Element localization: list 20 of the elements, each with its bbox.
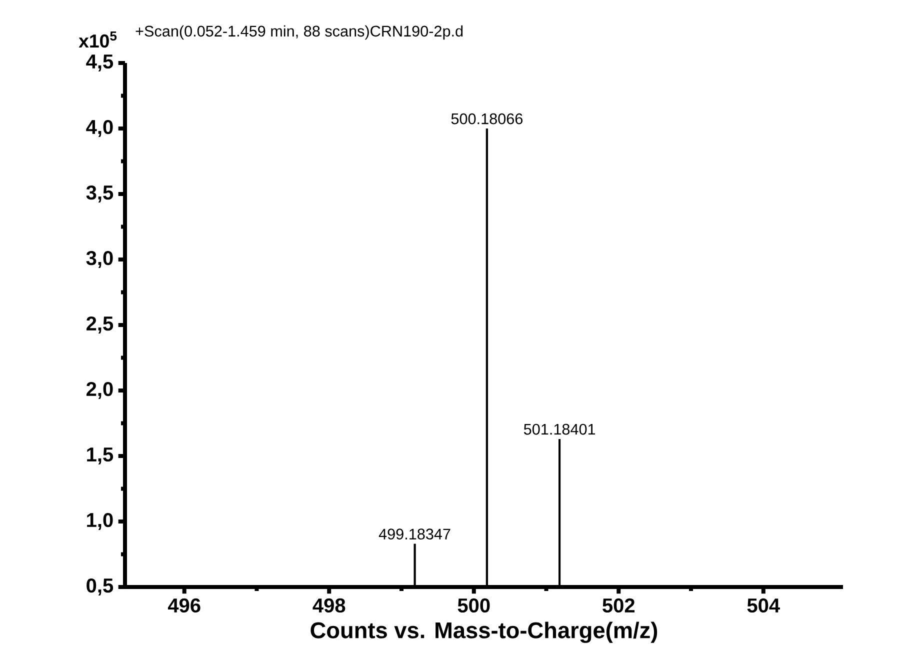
x-tick-label: 496	[168, 598, 200, 613]
y-tick-label: 0,5	[86, 578, 114, 596]
y-tick-label: 3,0	[86, 250, 113, 268]
annotation: 501.18401	[524, 424, 596, 435]
y-axis-title: x10$^{5}$	[78, 31, 117, 48]
y-tick-label: 1,5	[87, 448, 114, 464]
y-tick-label: 2,5	[86, 316, 114, 334]
chart-title: +Scan(0.052-1.459 min, 88 scans)CRN190-2p.d	[136, 25, 463, 40]
y-tick-label: 2,0	[86, 382, 113, 400]
y-tick-label: 4,0	[86, 120, 113, 138]
y-tick-label: 1,0	[87, 512, 113, 530]
annotation: 499.18347	[378, 528, 450, 540]
annotation: 500.18066	[451, 113, 522, 124]
y-tick-label: 4,5	[86, 54, 114, 72]
x-tick-label: 498	[312, 598, 346, 613]
x-tick-label: 500	[458, 598, 490, 613]
x-tick-label: 504	[747, 598, 780, 613]
x-tick-label: 502	[602, 598, 635, 613]
y-tick-label: 3,5	[86, 185, 114, 203]
x-axis-title: Counts vs. Mass-to-Charge(m/z)	[310, 622, 658, 643]
